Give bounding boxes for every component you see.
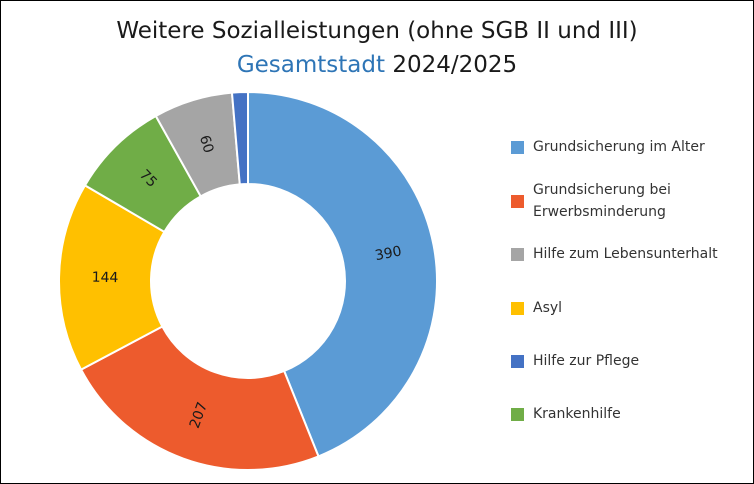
data-label-0: 390 <box>374 243 403 264</box>
title-accent: Gesamtstadt <box>236 52 386 78</box>
legend-label: Krankenhilfe <box>533 403 753 425</box>
legend-label-line: Hilfe zur Pflege <box>533 353 640 369</box>
legend-swatch <box>511 301 524 315</box>
legend-swatch <box>511 407 524 421</box>
title-line-1: Weitere Sozialleistungen (ohne SGB II un… <box>116 18 638 44</box>
legend-label-line: Grundsicherung bei <box>533 182 671 198</box>
legend-swatch <box>511 140 524 154</box>
legend-label-line: Asyl <box>533 300 563 316</box>
legend-label: Hilfe zum Lebensunterhalt <box>533 243 753 265</box>
legend-label: Grundsicherung im Alter <box>533 136 753 158</box>
slice-5 <box>230 90 249 186</box>
legend-swatch <box>511 194 524 208</box>
chart-title: Weitere Sozialleistungen (ohne SGB II un… <box>0 14 754 82</box>
legend-label: Asyl <box>533 297 753 319</box>
data-label-2: 144 <box>91 270 118 287</box>
legend-label-line: Krankenhilfe <box>533 406 621 422</box>
title-line-2: Gesamtstadt 2024/2025 <box>0 48 754 82</box>
slice-0 <box>247 90 438 458</box>
slice-1 <box>79 325 320 471</box>
legend-label-line: Hilfe zum Lebensunterhalt <box>533 246 718 262</box>
data-label-4: 60 <box>196 133 217 155</box>
legend-label: Grundsicherung bei Erwerbsminderung <box>533 179 753 223</box>
title-year: 2024/2025 <box>392 52 518 78</box>
legend-label-line: Erwerbsminderung <box>533 204 666 220</box>
legend-swatch <box>511 354 524 368</box>
legend-label: Hilfe zur Pflege <box>533 350 753 372</box>
legend-swatch <box>511 247 524 261</box>
legend-label-line: Grundsicherung im Alter <box>533 139 705 155</box>
